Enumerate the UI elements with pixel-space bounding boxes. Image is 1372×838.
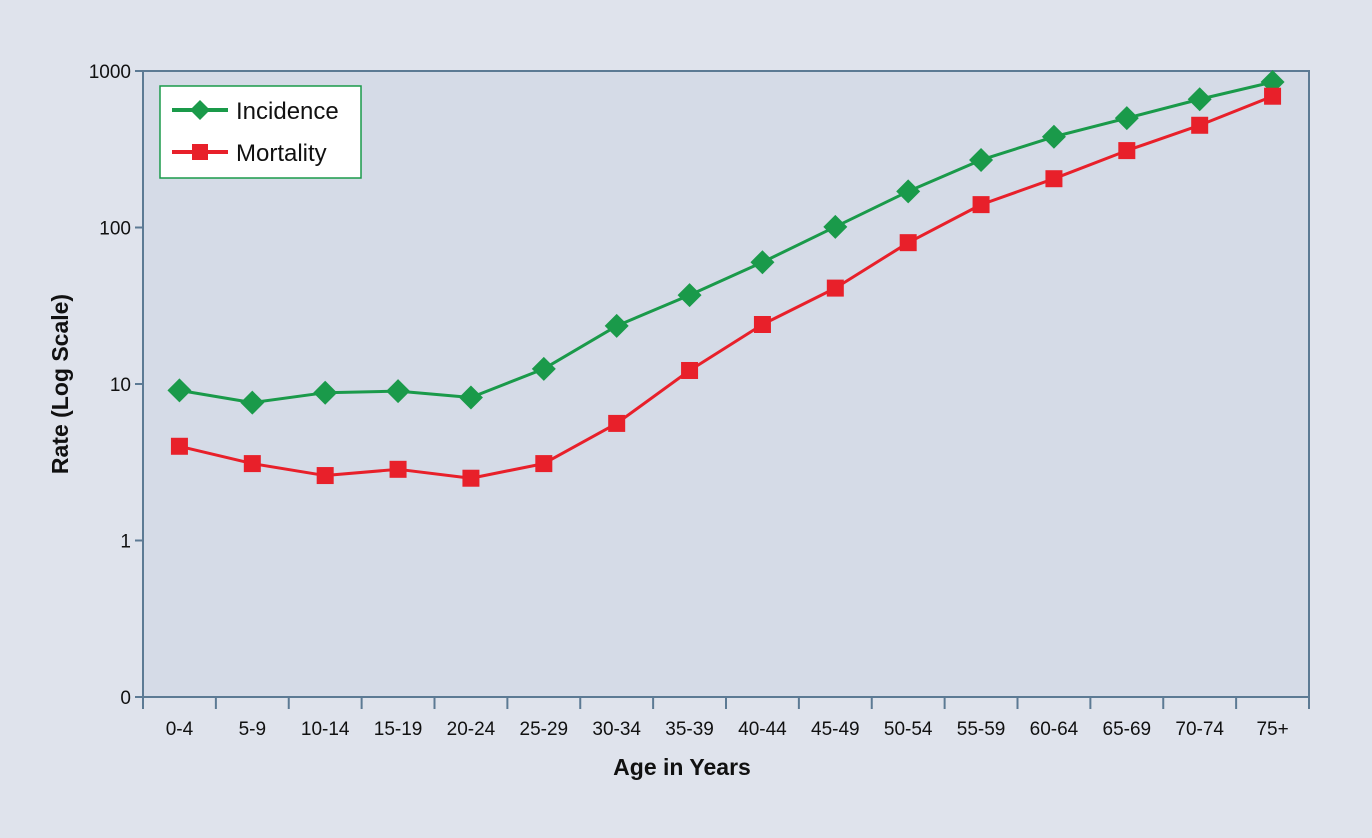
y-tick-label: 0: [120, 688, 131, 709]
x-tick-label: 5-9: [239, 719, 266, 740]
x-tick-label: 70-74: [1175, 719, 1224, 740]
y-tick-label: 1000: [89, 62, 131, 83]
mortality-point: [1045, 170, 1063, 188]
x-tick-label: 20-24: [447, 719, 496, 740]
x-tick-label: 10-14: [301, 719, 350, 740]
mortality-point: [316, 467, 334, 485]
mortality-point: [1118, 142, 1136, 160]
x-tick-label: 0-4: [166, 719, 194, 740]
incidence-point: [386, 379, 411, 404]
mortality-line: [179, 94, 1274, 480]
mortality-point: [1191, 116, 1209, 134]
x-tick-label: 65-69: [1103, 719, 1152, 740]
x-tick-label: 55-59: [957, 719, 1006, 740]
mortality-point: [1264, 87, 1282, 105]
mortality-point: [681, 361, 699, 379]
x-axis: 0-4 5-9 10-14 15-19 20-24 25-29 30-34 35-39 40-4…: [142, 697, 1310, 740]
legend-incidence-label: Incidence: [236, 98, 339, 125]
x-tick-label: 60-64: [1030, 719, 1079, 740]
incidence-point: [458, 385, 483, 410]
incidence-point: [750, 250, 775, 275]
mortality-point: [462, 469, 480, 487]
x-tick-label: 25-29: [520, 719, 569, 740]
x-tick-label: 30-34: [592, 719, 641, 740]
mortality-point: [389, 460, 407, 478]
y-tick-label: 100: [99, 219, 131, 240]
legend-mortality-marker: [192, 144, 208, 160]
incidence-point: [531, 356, 556, 381]
y-axis-label: Rate (Log Scale): [47, 294, 73, 474]
mortality-point: [243, 455, 261, 473]
mortality-point: [972, 196, 990, 214]
x-axis-label: Age in Years: [613, 754, 751, 780]
mortality-point: [535, 455, 553, 473]
y-tick-label: 10: [110, 375, 131, 396]
x-tick-label: 40-44: [738, 719, 787, 740]
incidence-point: [313, 380, 338, 405]
mortality-point: [753, 315, 771, 333]
mortality-point: [899, 234, 917, 252]
y-tick-label: 1: [120, 532, 131, 553]
mortality-point: [826, 279, 844, 297]
x-tick-label: 15-19: [374, 719, 423, 740]
series-layer: [167, 70, 1285, 487]
x-tick-label: 35-39: [665, 719, 714, 740]
mortality-point: [608, 414, 626, 432]
legend-incidence-marker: [190, 100, 210, 120]
incidence-line: [179, 80, 1273, 405]
incidence-point: [1114, 106, 1139, 131]
legend-box: [159, 85, 362, 179]
incidence-point: [167, 378, 192, 403]
incidence-point: [1187, 87, 1212, 112]
x-tick-label: 45-49: [811, 719, 860, 740]
legend: Incidence Mortality: [159, 85, 362, 179]
incidence-point: [240, 390, 265, 415]
x-tick-label: 75+: [1256, 719, 1288, 740]
incidence-point: [677, 283, 702, 308]
legend-mortality-label: Mortality: [236, 140, 327, 167]
incidence-point: [896, 179, 921, 204]
incidence-point: [823, 214, 848, 239]
mortality-point: [170, 437, 188, 455]
incidence-point: [1041, 124, 1066, 149]
x-tick-label: 50-54: [884, 719, 933, 740]
incidence-point: [604, 313, 629, 338]
y-axis: 0 1 10 100 1000: [89, 62, 143, 709]
incidence-point: [969, 147, 994, 172]
